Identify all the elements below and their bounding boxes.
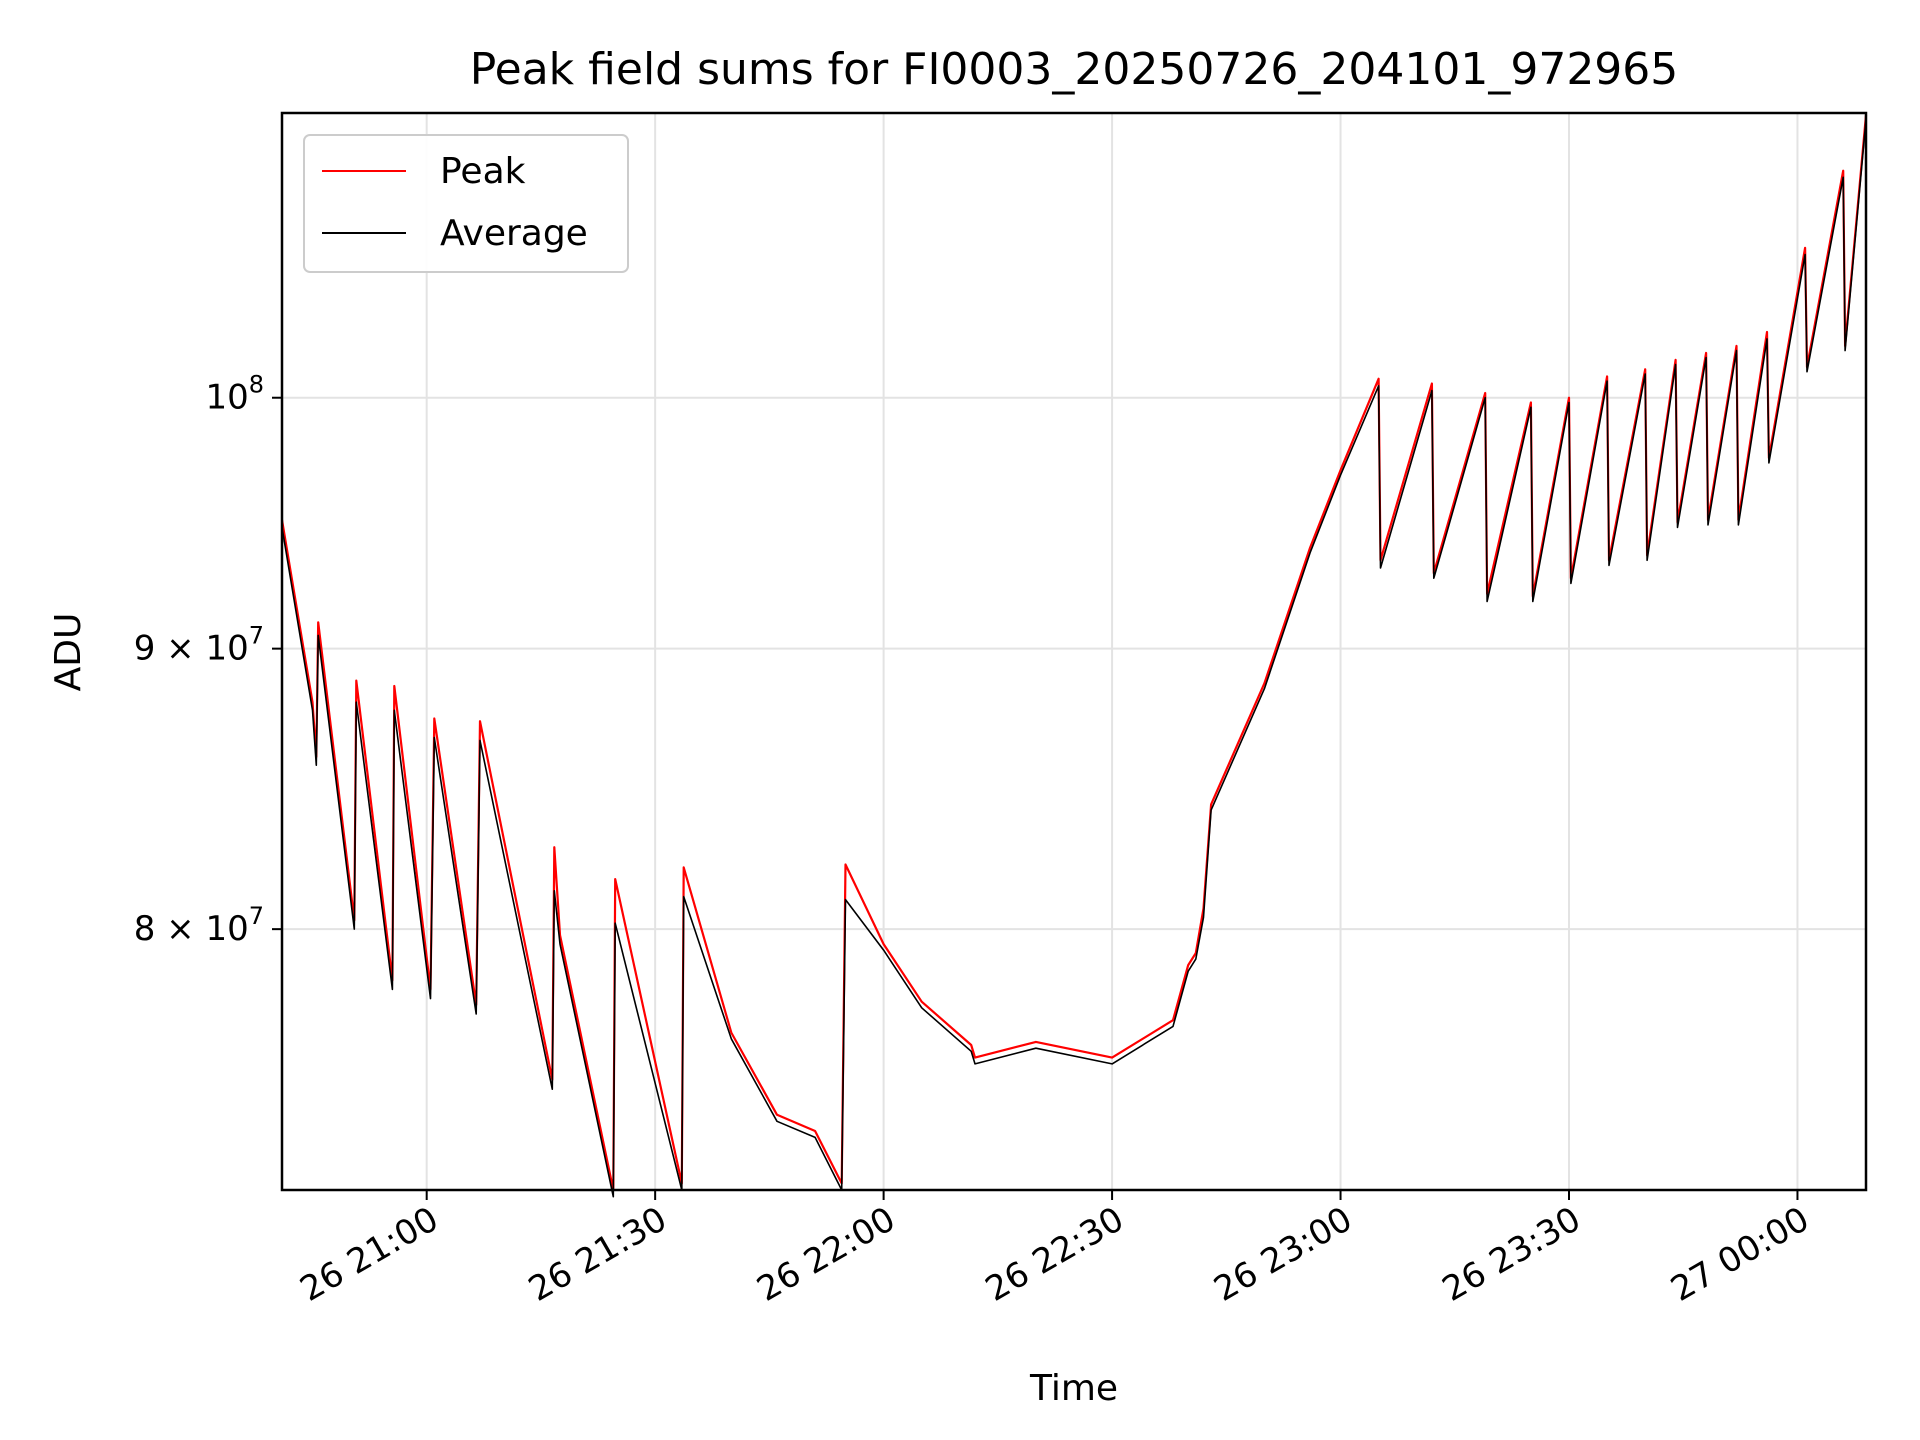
plot-frame — [280, 111, 1868, 1192]
y-tick-label: 108 — [205, 371, 264, 418]
legend: Peak Average — [303, 134, 629, 273]
chart-title: Peak field sums for FI0003_20250726_2041… — [470, 44, 1679, 95]
y-axis-ticks: 8 × 107 9 × 107 108 — [134, 371, 282, 949]
legend-label: Peak — [440, 151, 526, 192]
y-axis-label: ADU — [48, 613, 89, 692]
x-axis-label: Time — [1029, 1368, 1118, 1409]
series-line-average — [281, 119, 1867, 1198]
series-lines — [280, 115, 1868, 1198]
y-tick-label: 8 × 107 — [134, 902, 264, 949]
legend-label: Average — [440, 213, 588, 254]
legend-box — [303, 134, 629, 273]
y-tick-label: 9 × 107 — [134, 622, 264, 669]
